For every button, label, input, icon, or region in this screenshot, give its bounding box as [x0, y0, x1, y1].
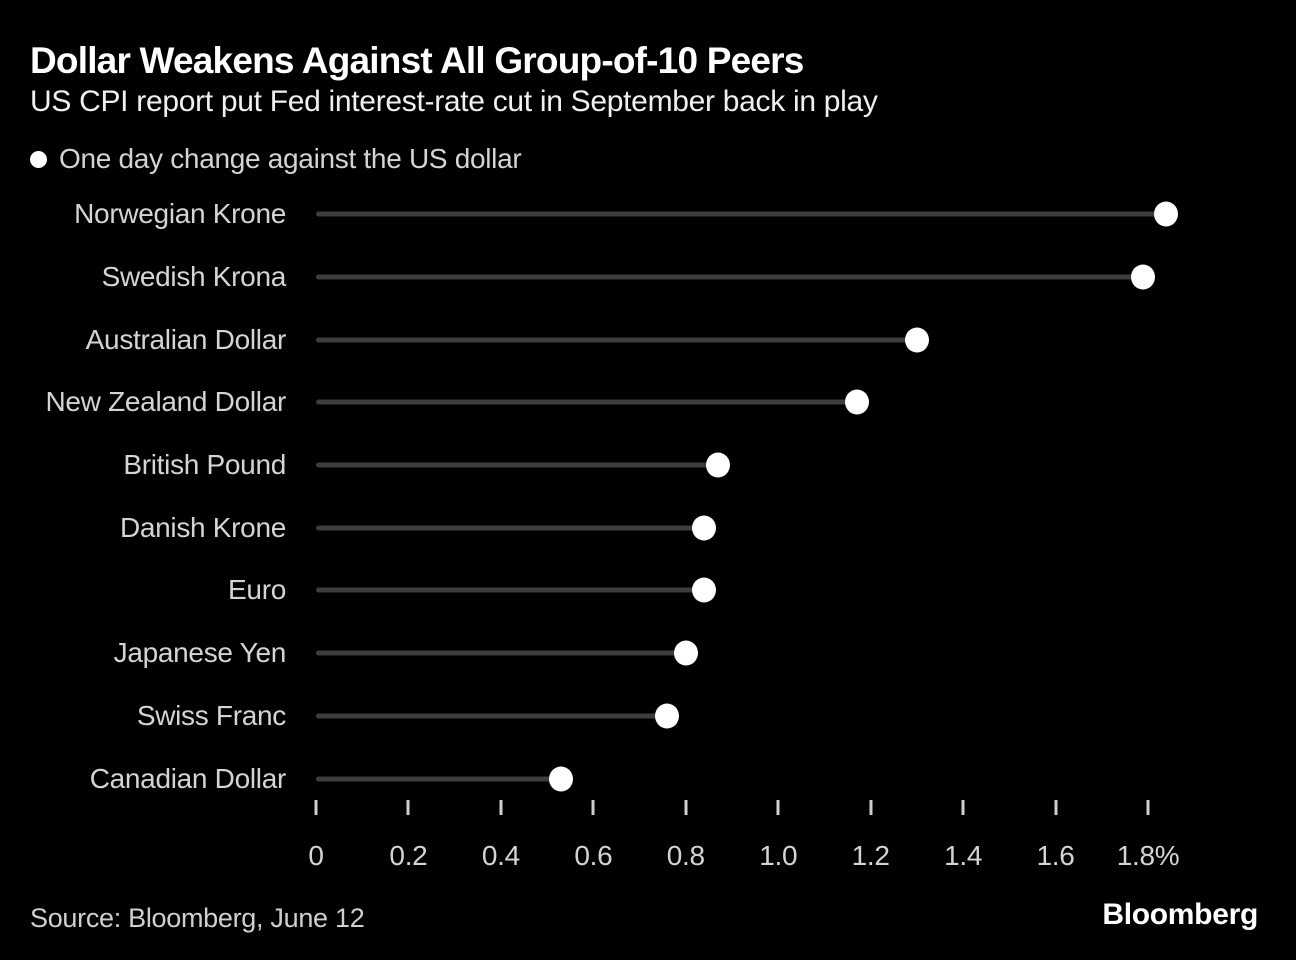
- stem-line: [316, 274, 1144, 280]
- chart-row: Japanese Yen: [0, 622, 1296, 685]
- lollipop-chart: Norwegian Krone Swedish Krona Australian…: [0, 183, 1296, 810]
- category-label: Canadian Dollar: [89, 762, 287, 794]
- category-label: Australian Dollar: [85, 323, 287, 355]
- source-note: Source: Bloomberg, June 12: [30, 903, 365, 933]
- category-label: Swiss Franc: [136, 699, 286, 731]
- stem-line: [316, 587, 705, 593]
- category-label: British Pound: [123, 449, 286, 481]
- bloomberg-logo: Bloomberg: [1102, 898, 1258, 931]
- data-point-dot: [1154, 201, 1179, 227]
- chart-row: Euro: [0, 559, 1296, 622]
- stem-line: [316, 650, 686, 656]
- data-point-dot: [706, 452, 731, 478]
- stem-line: [316, 462, 719, 468]
- chart-row: Canadian Dollar: [0, 747, 1296, 810]
- data-point-dot: [1131, 264, 1156, 290]
- chart-row: New Zealand Dollar: [0, 371, 1296, 434]
- row-track: [316, 434, 1296, 497]
- axis-tick-label: 1.8%: [1116, 840, 1180, 871]
- axis-tick-label: 0.8: [666, 840, 705, 871]
- chart-row: Swedish Krona: [0, 246, 1296, 309]
- axis-tick-mark: [1146, 800, 1150, 815]
- row-track: [316, 183, 1296, 246]
- stem-line: [316, 713, 668, 719]
- axis-tick-label: 0.6: [574, 840, 613, 871]
- axis-tick-label: 0.4: [481, 840, 520, 871]
- axis-tick-mark: [869, 800, 873, 815]
- chart-row: Swiss Franc: [0, 685, 1296, 748]
- axis-tick-label: 1.4: [944, 840, 983, 871]
- legend: One day change against the US dollar: [30, 143, 522, 175]
- data-point-dot: [548, 766, 573, 792]
- axis-tick-label: 0.2: [389, 840, 428, 871]
- axis-tick-label: 1.2: [851, 840, 890, 871]
- data-point-dot: [655, 703, 680, 729]
- category-label: New Zealand Dollar: [45, 386, 287, 418]
- row-track: [316, 559, 1296, 622]
- axis-tick-mark: [1054, 800, 1058, 815]
- axis-tick-label: 1.0: [759, 840, 798, 871]
- legend-dot-icon: [30, 150, 47, 168]
- category-label: Norwegian Krone: [74, 198, 286, 230]
- category-label: Swedish Krona: [101, 261, 287, 293]
- category-label: Euro: [228, 574, 286, 606]
- stem-line: [316, 399, 857, 405]
- stem-line: [316, 337, 917, 343]
- data-point-dot: [904, 327, 929, 353]
- row-track: [316, 496, 1296, 559]
- row-track: [316, 308, 1296, 371]
- axis-tick-mark: [684, 800, 688, 815]
- data-point-dot: [692, 577, 717, 603]
- data-point-dot: [844, 389, 869, 415]
- x-axis: 0 0.2 0.4 0.6 0.8 1.0 1.2 1.4 1.6 1.8%: [308, 800, 1216, 890]
- axis-tick-mark: [406, 800, 410, 815]
- stem-line: [316, 211, 1167, 217]
- axis-tick-mark: [314, 800, 318, 815]
- row-track: [316, 747, 1296, 810]
- axis-tick-mark: [961, 800, 965, 815]
- chart-title: Dollar Weakens Against All Group-of-10 P…: [30, 40, 804, 81]
- row-track: [316, 685, 1296, 748]
- axis-tick-label: 0: [308, 840, 324, 871]
- axis-tick-mark: [591, 800, 595, 815]
- category-label: Danish Krone: [119, 511, 286, 543]
- stem-line: [316, 776, 561, 782]
- chart-subtitle: US CPI report put Fed interest-rate cut …: [30, 85, 878, 118]
- data-point-dot: [673, 640, 698, 666]
- row-track: [316, 371, 1296, 434]
- stem-line: [316, 525, 705, 531]
- axis-tick-mark: [776, 800, 780, 815]
- chart-row: Norwegian Krone: [0, 183, 1296, 246]
- axis-tick-label: 1.6: [1036, 840, 1075, 871]
- category-label: Japanese Yen: [113, 637, 287, 669]
- chart-row: British Pound: [0, 434, 1296, 497]
- chart-row: Danish Krone: [0, 496, 1296, 559]
- row-track: [316, 622, 1296, 685]
- row-track: [316, 246, 1296, 309]
- legend-label: One day change against the US dollar: [59, 143, 522, 174]
- axis-tick-mark: [499, 800, 503, 815]
- chart-row: Australian Dollar: [0, 308, 1296, 371]
- data-point-dot: [692, 515, 717, 541]
